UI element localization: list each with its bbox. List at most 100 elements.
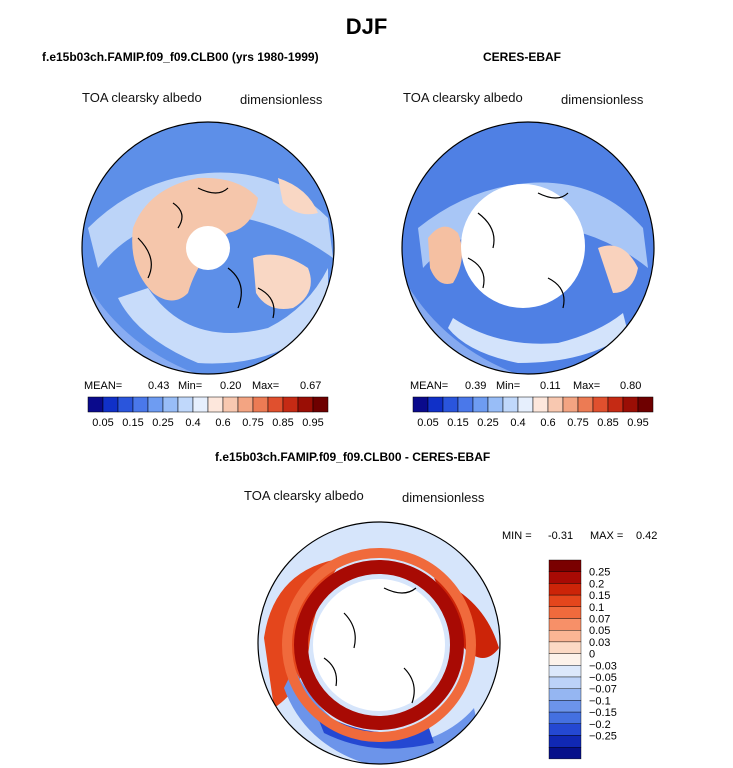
colorbar-tick-label: 0.95	[627, 417, 648, 429]
colorbar-swatch	[548, 629, 582, 643]
colorbar-swatch	[87, 396, 104, 413]
colorbar-tick-label: −0.1	[589, 695, 611, 707]
colorbar-tick-label: −0.05	[589, 672, 617, 684]
colorbar-swatch	[548, 559, 582, 572]
colorbar-tick-label: 0.07	[589, 614, 610, 626]
colorbar-tick-label: 0.15	[589, 590, 610, 602]
polar-night-mask	[186, 226, 230, 270]
colorbar-tick-label: 0.25	[477, 417, 498, 429]
panel-1-title: f.e15b03ch.FAMIP.f09_f09.CLB00 (yrs 1980…	[42, 50, 319, 64]
colorbar-tick-label: 0.03	[589, 637, 610, 649]
colorbar-swatch	[607, 396, 624, 413]
colorbar-swatch	[548, 711, 582, 725]
colorbar-swatch	[102, 396, 119, 413]
panel-1-min-label: Min=	[178, 380, 203, 392]
colorbar-swatch	[548, 735, 582, 748]
polar-night-mask	[313, 579, 445, 711]
panel-2-colorbar: 0.05 0.15 0.25 0.4 0.6 0.75 0.85 0.95	[412, 396, 654, 429]
panel-2-max-value: 0.80	[620, 380, 642, 392]
colorbar-tick-label: 0.85	[272, 417, 293, 429]
colorbar-tick-label: 0.4	[510, 417, 525, 429]
panel-2-mean-label: MEAN=	[410, 380, 449, 392]
colorbar-swatch	[622, 396, 639, 413]
colorbar-tick-label: 0.6	[540, 417, 555, 429]
colorbar-swatch	[548, 571, 582, 584]
colorbar-swatch	[502, 396, 519, 413]
colorbar-swatch	[562, 396, 579, 413]
diff-map	[257, 521, 501, 765]
diff-variable-label: TOA clearsky albedo	[244, 488, 364, 503]
colorbar-swatch	[267, 396, 284, 413]
colorbar-swatch	[517, 396, 534, 413]
colorbar-tick-label: 0.05	[417, 417, 438, 429]
colorbar-swatch	[312, 396, 329, 413]
colorbar-swatch	[147, 396, 164, 413]
panel-1-colorbar: 0.05 0.15 0.25 0.4 0.6 0.75 0.85 0.95	[87, 396, 329, 429]
colorbar-swatch	[637, 396, 654, 413]
sea-ice-edge-ring	[294, 560, 464, 730]
colorbar-swatch	[548, 746, 582, 760]
colorbar-swatch	[297, 396, 314, 413]
colorbar-tick-label: 0.25	[152, 417, 173, 429]
colorbar-swatch	[577, 396, 594, 413]
panel-2-mean-value: 0.39	[465, 380, 487, 392]
colorbar-tick-label: −0.2	[589, 719, 611, 731]
colorbar-swatch	[427, 396, 444, 413]
panel-1-units-label: dimensionless	[240, 92, 323, 107]
colorbar-tick-label: 0.15	[447, 417, 468, 429]
panel-1-min-value: 0.20	[220, 380, 242, 392]
colorbar-tick-label: 0.75	[242, 417, 263, 429]
colorbar-swatch	[412, 396, 429, 413]
colorbar-swatch	[547, 396, 564, 413]
colorbar-tick-label: 0.4	[185, 417, 200, 429]
colorbar-tick-label: 0.05	[92, 417, 113, 429]
panel-2-title: CERES-EBAF	[483, 50, 562, 64]
colorbar-swatch	[548, 653, 582, 666]
colorbar-swatch	[548, 700, 582, 713]
panel-1-mean-value: 0.43	[148, 380, 170, 392]
panel-2-variable-label: TOA clearsky albedo	[403, 90, 523, 105]
panel-1-variable-label: TOA clearsky albedo	[82, 90, 202, 105]
colorbar-swatch	[548, 665, 582, 678]
colorbar-swatch	[162, 396, 179, 413]
colorbar-tick-label: −0.03	[589, 660, 617, 672]
colorbar-tick-label: 0.6	[215, 417, 230, 429]
colorbar-swatch	[548, 583, 582, 596]
land-high-albedo	[428, 226, 462, 284]
panel-2-map	[401, 121, 655, 375]
diff-max-label: MAX =	[590, 530, 624, 542]
panel-1-map	[81, 121, 335, 375]
colorbar-swatch	[548, 594, 582, 607]
colorbar-tick-label: 0.15	[122, 417, 143, 429]
colorbar-swatch	[472, 396, 489, 413]
colorbar-swatch	[548, 676, 582, 689]
colorbar-swatch	[457, 396, 474, 413]
diff-min-label: MIN =	[502, 530, 532, 542]
colorbar-tick-label: −0.07	[589, 684, 617, 696]
colorbar-swatch	[132, 396, 149, 413]
colorbar-swatch	[532, 396, 549, 413]
colorbar-tick-label: 0.1	[589, 602, 604, 614]
colorbar-tick-label: −0.15	[589, 707, 617, 719]
colorbar-tick-label: −0.25	[589, 731, 617, 743]
colorbar-swatch	[237, 396, 254, 413]
colorbar-swatch	[252, 396, 269, 413]
panel-2-max-label: Max=	[573, 380, 601, 392]
panel-2-min-label: Min=	[496, 380, 521, 392]
colorbar-swatch	[117, 396, 134, 413]
colorbar-swatch	[177, 396, 194, 413]
colorbar-swatch	[592, 396, 609, 413]
colorbar-tick-label: 0.05	[589, 625, 610, 637]
colorbar-swatch	[192, 396, 209, 413]
colorbar-swatch	[548, 723, 582, 736]
diff-units-label: dimensionless	[402, 490, 485, 505]
colorbar-tick-label: 0.75	[567, 417, 588, 429]
colorbar-swatch	[222, 396, 239, 413]
diff-max-value: 0.42	[636, 530, 658, 542]
colorbar-swatch	[487, 396, 504, 413]
diff-colorbar: 0.250.20.150.10.070.050.030−0.03−0.05−0.…	[548, 559, 617, 760]
colorbar-tick-label: 0.25	[589, 567, 610, 579]
panel-1-max-label: Max=	[252, 380, 280, 392]
diff-min-value: -0.31	[548, 530, 574, 542]
diff-panel-title: f.e15b03ch.FAMIP.f09_f09.CLB00 - CERES-E…	[215, 450, 491, 464]
